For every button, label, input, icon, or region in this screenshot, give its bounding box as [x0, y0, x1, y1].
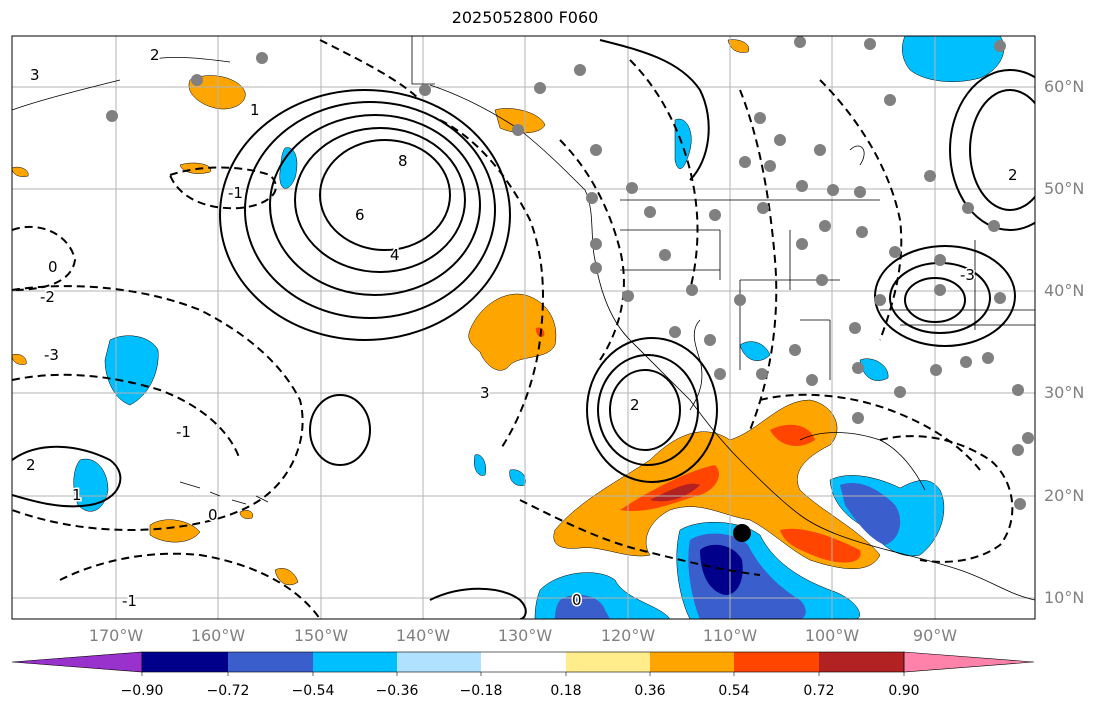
contour-label: 1: [250, 101, 260, 119]
lon-label: 170°W: [88, 626, 144, 645]
colorbar-tick-label: 0.90: [888, 683, 920, 699]
map-frame: [11, 35, 1036, 620]
contour-label: 0: [572, 591, 582, 609]
station-dots: [106, 36, 1034, 510]
colorbar-bin: [734, 652, 819, 672]
contour-label: 3: [30, 66, 40, 84]
contours-dashed: [12, 39, 1014, 619]
shaded-regions: [12, 36, 1005, 619]
colorbar-tick-label: −0.18: [459, 683, 503, 699]
lon-label: 140°W: [395, 626, 451, 645]
colorbar-bin: [228, 652, 313, 672]
lon-label: 100°W: [804, 626, 860, 645]
colorbar-tick-label: −0.72: [206, 683, 250, 699]
map-title: 2025052800 F060: [451, 8, 599, 27]
lat-label: 50°N: [1044, 179, 1085, 198]
lat-label: 40°N: [1044, 281, 1085, 300]
colorbar-bin: [650, 652, 734, 672]
colorbar-tick-label: 0.54: [718, 683, 750, 699]
colorbar-underflow: [11, 651, 143, 673]
contour-label: 8: [398, 152, 408, 170]
lon-label: 160°W: [190, 626, 246, 645]
colorbar-bin: [397, 652, 481, 672]
storm-center-marker: [733, 524, 751, 542]
colorbar: [11, 651, 1035, 676]
lon-label: 150°W: [293, 626, 349, 645]
colorbar-bin: [142, 652, 228, 672]
lat-label: 10°N: [1044, 588, 1085, 607]
colorbar-tick-label: −0.90: [120, 683, 164, 699]
colorbar-tick-label: 0.18: [550, 683, 582, 699]
lon-label: 130°W: [497, 626, 553, 645]
contour-label: -1: [122, 592, 137, 610]
contour-label: -2: [40, 288, 55, 306]
contour-label: -1: [228, 184, 243, 202]
colorbar-tick-label: −0.36: [375, 683, 419, 699]
contour-label: 2: [26, 456, 36, 474]
contour-label: 1: [72, 486, 82, 504]
colorbar-tick-label: −0.54: [291, 683, 335, 699]
lat-label: 20°N: [1044, 486, 1085, 505]
contour-label: 0: [48, 258, 58, 276]
contour-label: -3: [960, 266, 975, 284]
colorbar-tick-label: 0.36: [634, 683, 666, 699]
lon-label: 110°W: [702, 626, 758, 645]
contour-label: 2: [150, 46, 160, 64]
contour-label: 3: [480, 384, 490, 402]
contours-solid: [12, 39, 1035, 619]
contour-label: 2: [630, 396, 640, 414]
contour-labels: 2 3 8 6 4 2 1 0 -1 -2 -3 0 -1 1 2 3 -3 2…: [25, 45, 1020, 612]
colorbar-bin: [481, 652, 566, 672]
contour-label: -1: [176, 423, 191, 441]
contour-label: -3: [44, 346, 59, 364]
lat-label: 60°N: [1044, 77, 1085, 96]
lon-label: 120°W: [600, 626, 656, 645]
colorbar-tick-label: 0.72: [803, 683, 835, 699]
contour-label: 6: [355, 206, 365, 224]
coastlines: [12, 36, 1035, 601]
contour-label: 0: [208, 506, 218, 524]
colorbar-overflow: [903, 651, 1035, 673]
lon-label: 90°W: [912, 626, 958, 645]
graticule: [12, 36, 1035, 619]
colorbar-bin: [566, 652, 650, 672]
contour-label: 4: [390, 246, 400, 264]
colorbar-bin: [313, 652, 397, 672]
contour-label: 2: [1008, 166, 1018, 184]
lat-label: 30°N: [1044, 383, 1085, 402]
colorbar-bin: [819, 652, 904, 672]
